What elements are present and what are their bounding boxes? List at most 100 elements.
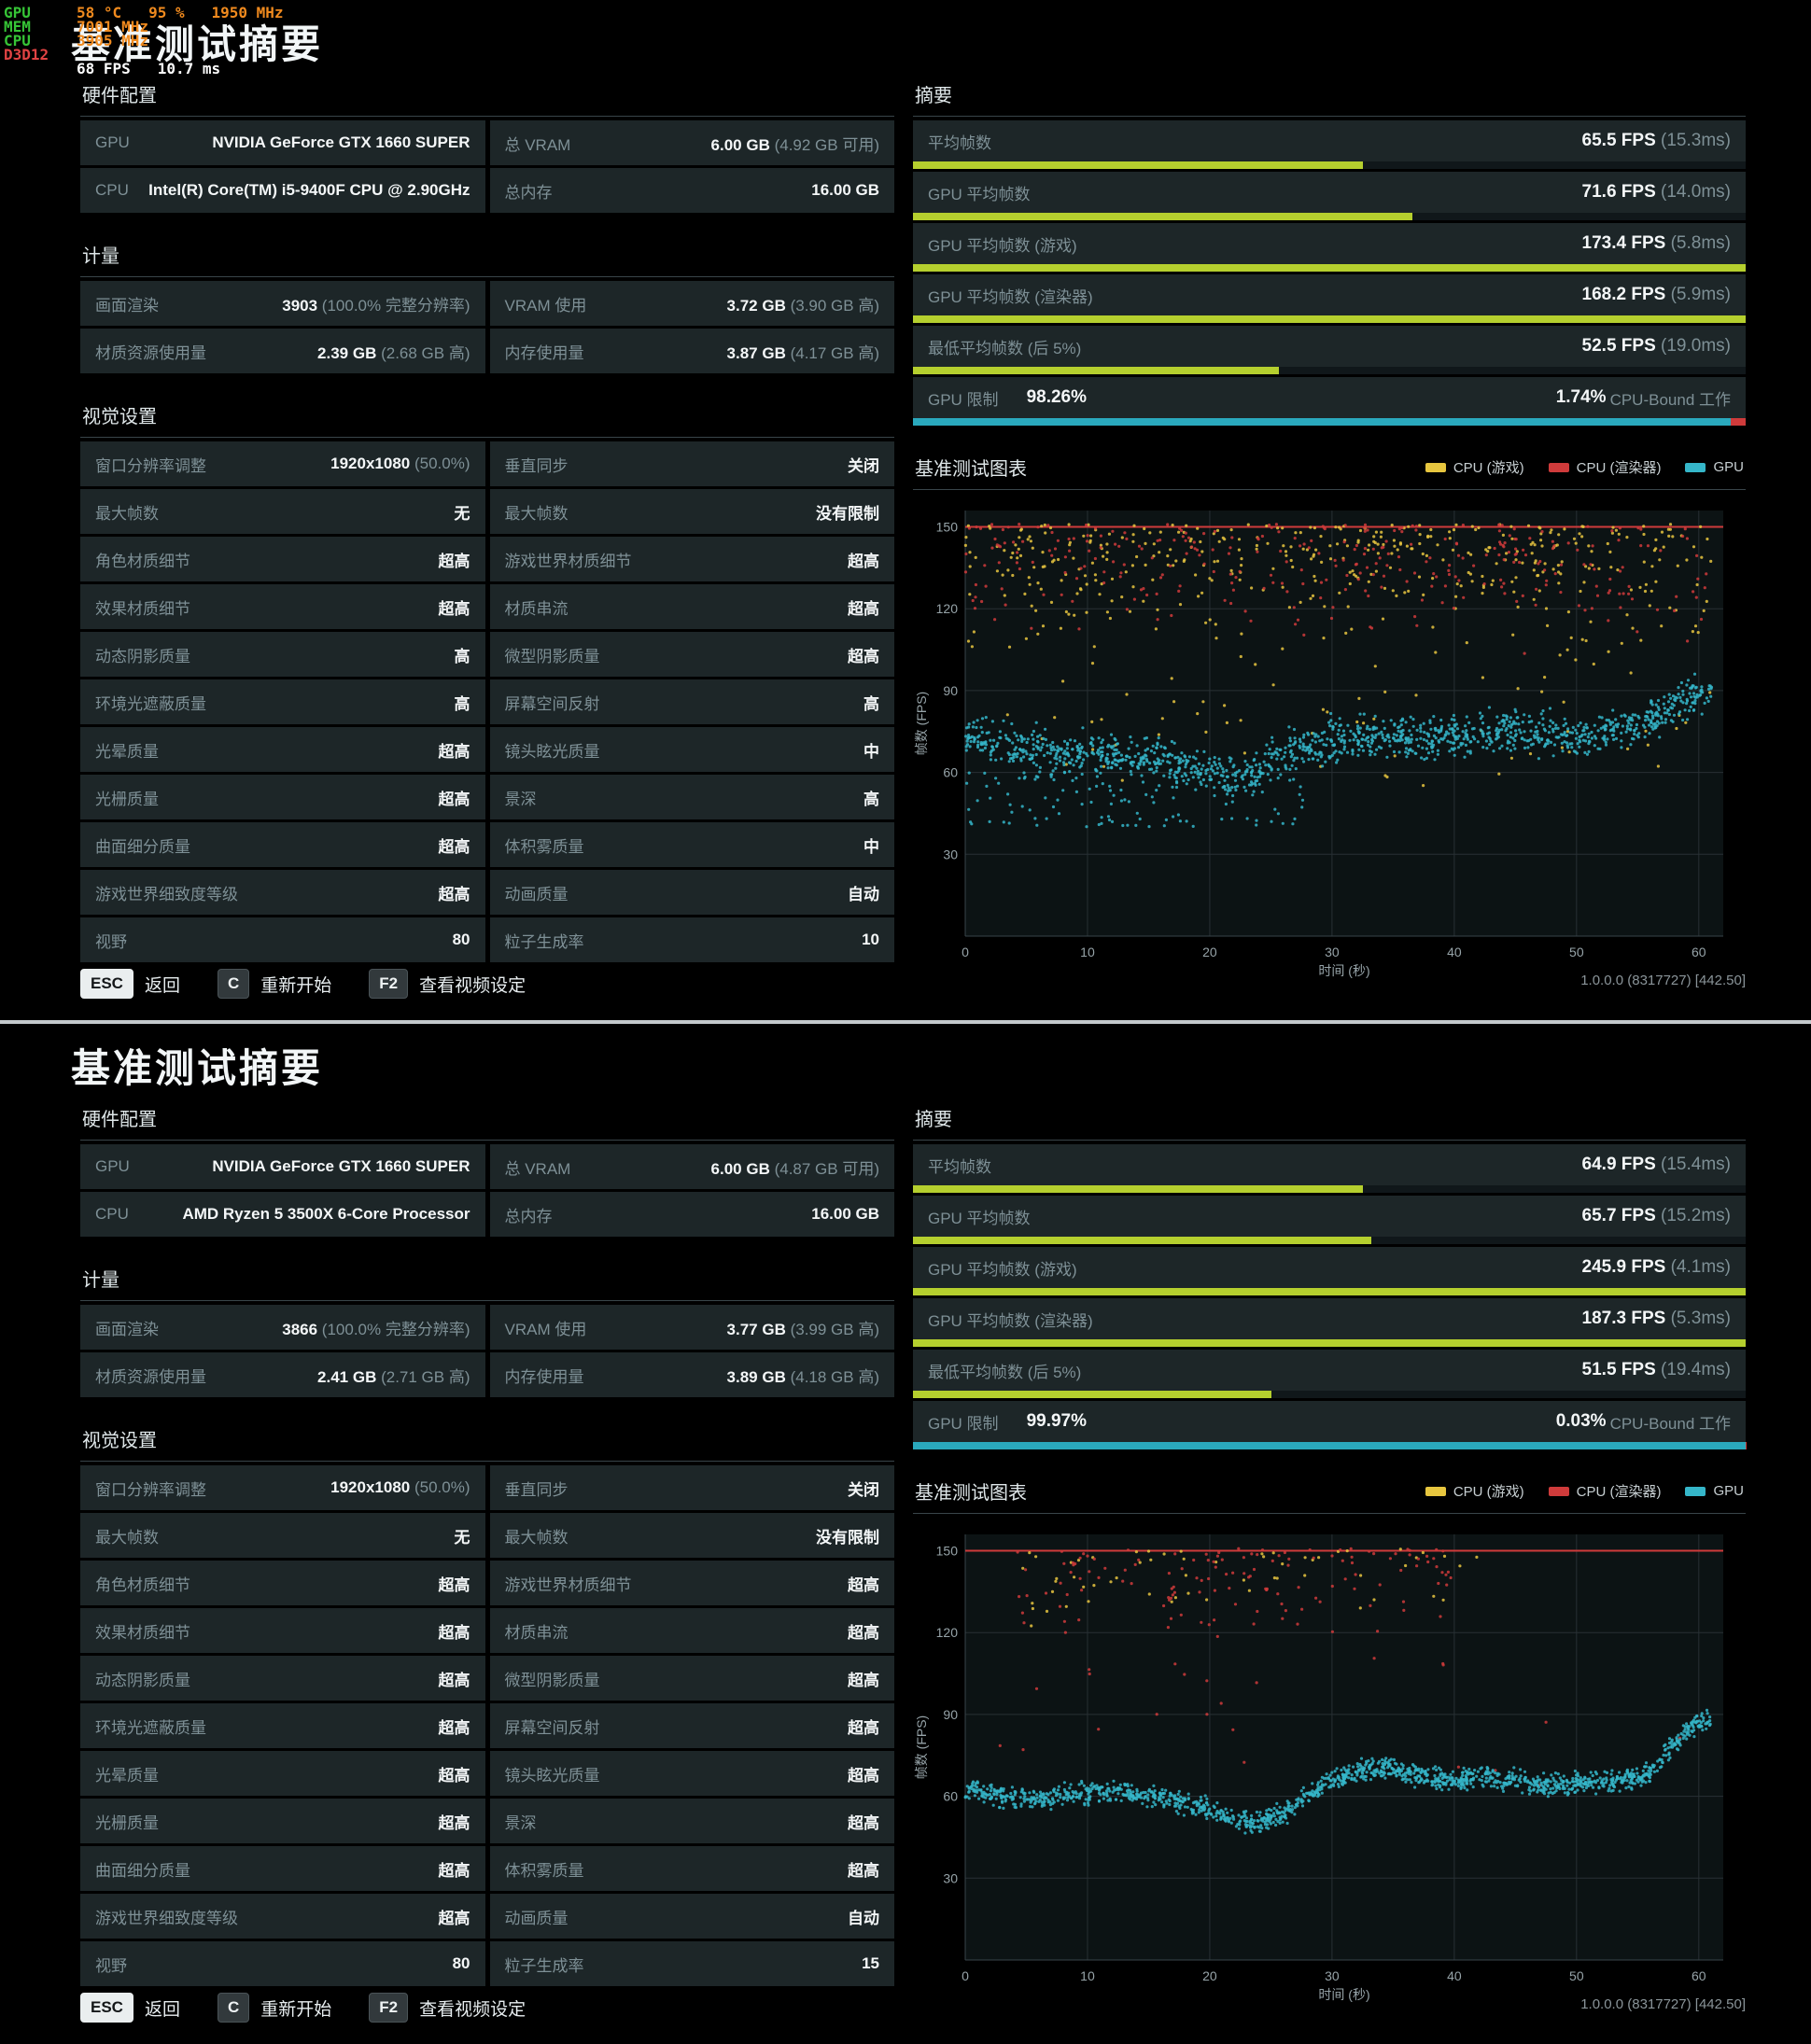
metric-label: 最低平均帧数 (后 5%): [928, 339, 1082, 357]
key-hint-c[interactable]: C 重新开始: [217, 1993, 332, 2023]
visual_settings-cell: 屏幕空间反射 高: [489, 679, 894, 724]
setting-label: 总 VRAM: [504, 135, 571, 154]
cpu-bound-value: 0.03%: [1555, 1411, 1607, 1431]
keycap: ESC: [80, 969, 133, 999]
visual_settings-cell: 视野 80: [80, 1941, 485, 1986]
svg-text:30: 30: [943, 847, 958, 861]
metrics-cell: 画面渲染 3866 (100.0% 完整分辨率): [80, 1305, 485, 1350]
visual_settings-cell: 最大帧数 没有限制: [489, 489, 894, 534]
table-row: 角色材质细节 超高 游戏世界材质细节 超高: [80, 537, 894, 581]
setting-value: 3.77 GB (3.99 GB 高): [726, 1320, 879, 1338]
setting-label: 内存使用量: [504, 343, 584, 362]
table-row: 动态阴影质量 高 微型阴影质量 超高: [80, 632, 894, 677]
table-row: 曲面细分质量 超高 体积雾质量 中: [80, 822, 894, 867]
fps-bar: [913, 1391, 1746, 1398]
gpu-limit-row: GPU 限制 99.97% 0.03% CPU-Bound 工作: [913, 1401, 1746, 1449]
legend-label: GPU: [1713, 1483, 1744, 1499]
setting-value: 16.00 GB: [811, 1205, 879, 1223]
setting-value: 超高: [438, 790, 470, 808]
section-header: 硬件配置: [80, 75, 894, 117]
setting-value: 3866 (100.0% 完整分辨率): [282, 1320, 470, 1338]
key-hint-f2[interactable]: F2 查看视频设定: [369, 969, 526, 999]
setting-value: 超高: [438, 1766, 470, 1785]
table-row: 视野 80 粒子生成率 15: [80, 1941, 894, 1986]
svg-text:30: 30: [1325, 1968, 1340, 1983]
visual_settings-cell: 光栅质量 超高: [80, 1799, 485, 1843]
cpu-bound-label: CPU-Bound 工作: [1609, 390, 1731, 409]
metrics-cell: 材质资源使用量 2.41 GB (2.71 GB 高): [80, 1352, 485, 1397]
key-hint-f2[interactable]: F2 查看视频设定: [369, 1993, 526, 2023]
table-row: 效果材质细节 超高 材质串流 超高: [80, 1608, 894, 1653]
summary-metric: 最低平均帧数 (后 5%) 51.5 FPS (19.4ms): [913, 1350, 1746, 1398]
visual_settings-cell: 光晕质量 超高: [80, 727, 485, 772]
svg-text:150: 150: [936, 1544, 959, 1559]
key-hint-esc[interactable]: ESC 返回: [80, 1993, 180, 2023]
setting-label: 微型阴影质量: [504, 1671, 600, 1689]
osd-sensor-value: 3905 MHz: [77, 32, 149, 49]
legend-label: CPU (渲染器): [1576, 460, 1662, 476]
setting-label: 动态阴影质量: [95, 647, 190, 665]
setting-value: 超高: [848, 599, 879, 618]
visual_settings-cell: 材质串流 超高: [489, 1608, 894, 1653]
setting-note: (100.0% 完整分辨率): [321, 296, 470, 315]
section-header: 计量: [80, 235, 894, 277]
visual_settings-cell: 体积雾质量 超高: [489, 1846, 894, 1891]
visual_settings-cell: 景深 超高: [489, 1799, 894, 1843]
legend-label: GPU: [1713, 459, 1744, 475]
setting-label: CPU: [95, 1205, 129, 1223]
fps-bar: [913, 1288, 1746, 1295]
setting-label: 屏幕空间反射: [504, 1718, 600, 1737]
setting-value: 关闭: [848, 1480, 879, 1499]
table-row: 画面渲染 3903 (100.0% 完整分辨率) VRAM 使用 3.72 GB (3…: [80, 281, 894, 326]
setting-label: 效果材质细节: [95, 1623, 190, 1642]
svg-text:10: 10: [1080, 945, 1095, 959]
table-row: 光栅质量 超高 景深 超高: [80, 1799, 894, 1843]
hardware-cell: 总内存 16.00 GB: [489, 1192, 894, 1237]
keycap: F2: [369, 969, 409, 999]
metric-label: GPU 平均帧数: [928, 185, 1031, 203]
key-hint-c[interactable]: C 重新开始: [217, 969, 331, 999]
setting-value: 超高: [438, 1909, 470, 1927]
legend-item: CPU (渲染器): [1548, 1481, 1661, 1501]
setting-note: (4.18 GB 高): [790, 1367, 879, 1386]
metric-label: GPU 平均帧数 (游戏): [928, 236, 1077, 255]
setting-label: 游戏世界细致度等级: [95, 1909, 238, 1927]
setting-value: NVIDIA GeForce GTX 1660 SUPER: [212, 1157, 470, 1175]
setting-value: 1920x1080 (50.0%): [330, 1478, 470, 1496]
hardware-cell: 总内存 16.00 GB: [489, 168, 894, 213]
summary-metric: 最低平均帧数 (后 5%) 52.5 FPS (19.0ms): [913, 326, 1746, 374]
key-action-label: 查看视频设定: [419, 1999, 526, 2020]
metric-label: GPU 平均帧数 (渲染器): [928, 287, 1093, 306]
gpu-limit-value: 98.26%: [1026, 387, 1088, 407]
setting-label: 体积雾质量: [504, 1861, 584, 1880]
osd-line: 68 FPS 10.7 ms: [4, 62, 284, 77]
setting-value: 超高: [848, 1671, 879, 1689]
table-row: 材质资源使用量 2.41 GB (2.71 GB 高) 内存使用量 3.89 GB (…: [80, 1352, 894, 1397]
visual_settings-cell: 游戏世界材质细节 超高: [489, 537, 894, 581]
fps-bar: [913, 1237, 1746, 1244]
svg-text:50: 50: [1569, 945, 1584, 959]
table-row: 光晕质量 超高 镜头眩光质量 超高: [80, 1751, 894, 1796]
key-action-label: 重新开始: [260, 1999, 332, 2020]
setting-value: 超高: [438, 1718, 470, 1737]
setting-label: 镜头眩光质量: [504, 742, 600, 761]
svg-text:60: 60: [943, 1789, 958, 1804]
section-visual_settings: 视觉设置 窗口分辨率调整 1920x1080 (50.0%) 垂直同步 关闭 最大帧数无最…: [80, 396, 894, 962]
setting-value: 高: [454, 694, 470, 713]
setting-value: 没有限制: [816, 504, 879, 523]
setting-label: 屏幕空间反射: [504, 694, 600, 713]
setting-label: 画面渲染: [95, 1320, 159, 1338]
metrics-cell: VRAM 使用 3.72 GB (3.90 GB 高): [489, 281, 894, 326]
setting-label: 视野: [95, 932, 127, 951]
benchmark-summary-panel: 基准测试摘要 硬件配置 GPU NVIDIA GeForce GTX 1660 SUP…: [0, 1024, 1811, 2044]
setting-label: 光晕质量: [95, 1766, 159, 1785]
svg-text:60: 60: [1692, 945, 1706, 959]
panel-divider: [0, 1020, 1811, 1024]
visual_settings-cell: 光栅质量 超高: [80, 775, 485, 819]
setting-value: 超高: [848, 1623, 879, 1642]
setting-label: 视野: [95, 1956, 127, 1975]
key-hint-esc[interactable]: ESC 返回: [80, 969, 180, 999]
setting-value: 超高: [438, 742, 470, 761]
visual_settings-cell: 角色材质细节 超高: [80, 1561, 485, 1605]
setting-label: 窗口分辨率调整: [95, 1480, 206, 1499]
